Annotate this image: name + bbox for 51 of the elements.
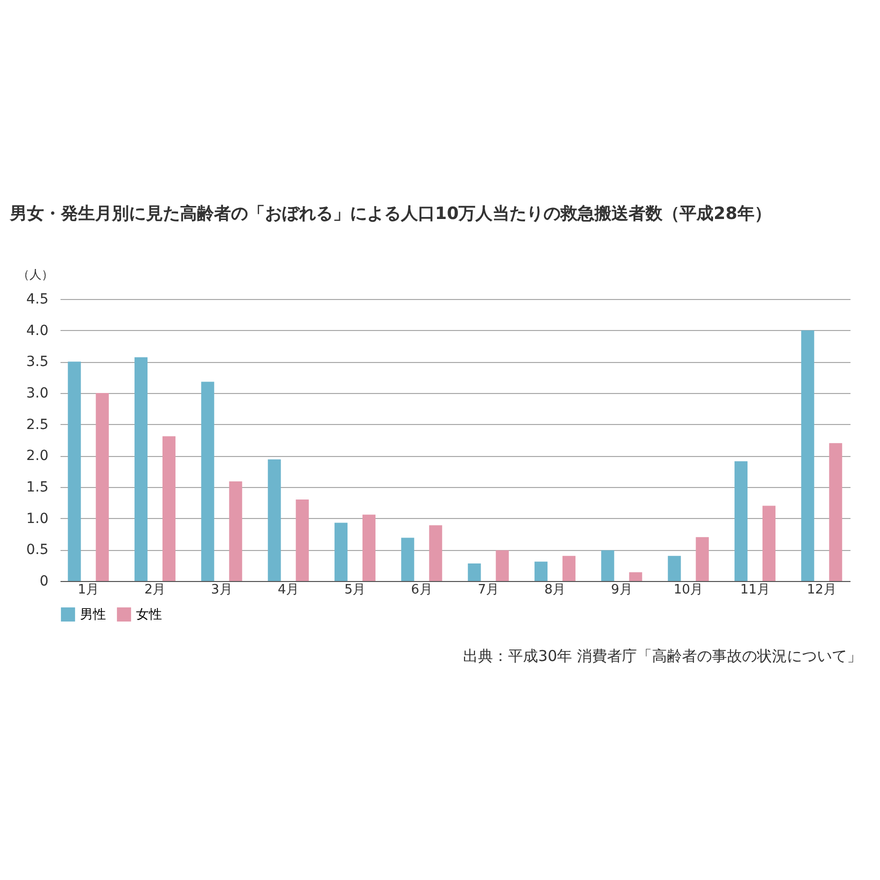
source-note: 出典：平成30年 消費者庁「高齢者の事故の状況について」 [462, 647, 862, 666]
bar [696, 537, 709, 581]
y-tick-label: 2.5 [26, 416, 48, 433]
x-tick-label: 12月 [806, 582, 836, 598]
x-tick-label: 9月 [611, 582, 632, 598]
bar [134, 357, 148, 581]
y-tick-label: 1.5 [26, 480, 48, 496]
y-tick-label: 2.0 [26, 448, 48, 464]
bar [534, 562, 548, 581]
bar [401, 538, 414, 581]
bar [429, 525, 442, 581]
x-tick-label: 3月 [211, 582, 232, 598]
x-tick-label: 8月 [544, 582, 566, 598]
y-tick-label: 1.0 [26, 510, 48, 527]
y-axis-title: （人） [18, 268, 54, 282]
bar [734, 461, 748, 581]
x-tick-label: 2月 [144, 582, 166, 598]
bar [362, 514, 376, 581]
bar [201, 382, 214, 581]
bar [96, 393, 109, 581]
bar [668, 556, 681, 581]
bar [562, 556, 576, 581]
y-tick-label: 4.0 [26, 322, 48, 339]
bar [829, 443, 842, 581]
bar [334, 522, 348, 581]
x-tick-label: 7月 [478, 582, 499, 598]
bar [68, 362, 81, 581]
y-tick-label: 0.5 [26, 542, 48, 558]
x-tick-label: 10月 [674, 582, 704, 598]
x-tick-label: 4月 [278, 582, 299, 598]
y-tick-label: 0 [40, 574, 48, 590]
legend-label: 男性 [80, 607, 106, 622]
bar [229, 481, 242, 581]
chart-title: 男女・発生月別に見た高齢者の「おぼれる」による人口10万人当たりの救急搬送者数（平成28年） [9, 204, 772, 224]
bar [296, 500, 309, 581]
bar [268, 459, 281, 581]
x-tick-label: 5月 [344, 582, 366, 598]
x-tick-label: 11月 [740, 582, 770, 598]
bar [629, 572, 642, 581]
bar [601, 550, 614, 581]
bar [468, 563, 481, 581]
y-tick-label: 3.0 [26, 386, 48, 402]
bar [801, 330, 814, 581]
y-tick-label: 3.5 [26, 354, 48, 370]
bar [162, 436, 176, 581]
y-tick-label: 4.5 [26, 292, 48, 308]
x-tick-label: 6月 [411, 582, 432, 598]
legend-label: 女性 [136, 607, 162, 622]
bar [496, 550, 509, 581]
x-tick-label: 1月 [78, 582, 99, 598]
bar [762, 506, 776, 581]
